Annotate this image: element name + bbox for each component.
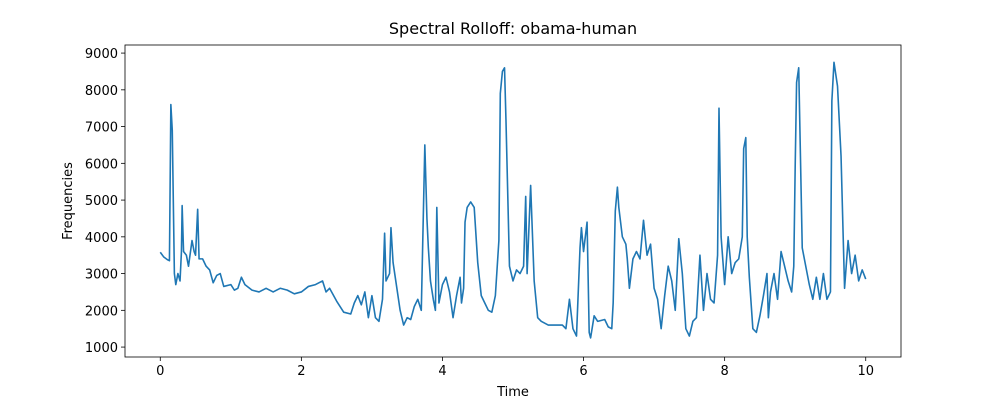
y-axis-label: Frequencies xyxy=(61,162,76,240)
y-tick-label: 6000 xyxy=(85,157,118,172)
x-tick-label: 2 xyxy=(297,364,305,379)
y-tick-label: 5000 xyxy=(85,194,118,209)
y-tick-label: 4000 xyxy=(85,231,118,246)
x-tick-label: 8 xyxy=(720,364,728,379)
y-tick-label: 8000 xyxy=(85,84,118,99)
x-tick-label: 10 xyxy=(857,364,874,379)
y-tick-label: 7000 xyxy=(85,121,118,136)
x-axis-label: Time xyxy=(496,385,529,400)
y-tick-label: 9000 xyxy=(85,47,118,62)
y-tick-label: 3000 xyxy=(85,268,118,283)
x-tick-label: 6 xyxy=(579,364,587,379)
plot-frame xyxy=(124,44,902,358)
x-tick-label: 0 xyxy=(156,364,164,379)
y-tick-label: 1000 xyxy=(85,341,118,356)
x-tick-label: 4 xyxy=(438,364,446,379)
data-line xyxy=(159,61,867,339)
chart-title: Spectral Rolloff: obama-human xyxy=(389,19,637,38)
y-tick-label: 2000 xyxy=(85,304,118,319)
